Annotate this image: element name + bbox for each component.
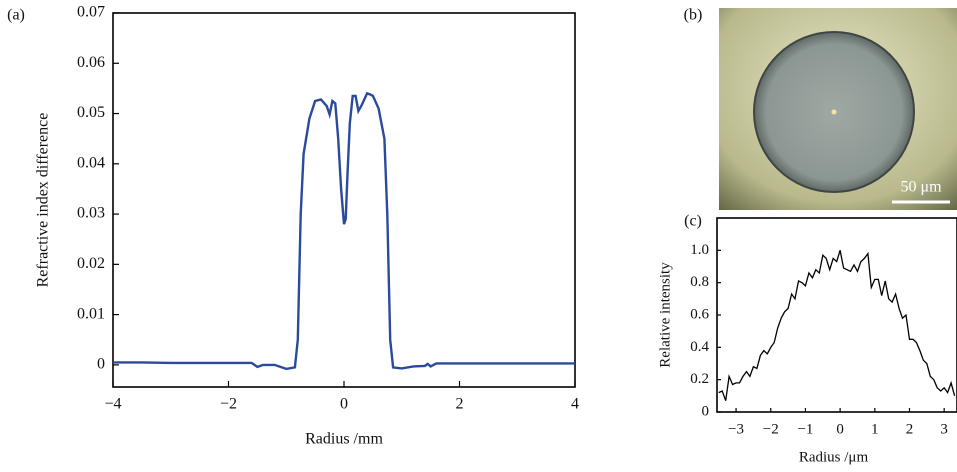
micrograph: 50 μm (719, 8, 957, 210)
x-axis-label: Radius /mm (305, 431, 383, 448)
y-tick-label: 0.02 (77, 255, 105, 272)
data-line (113, 91, 575, 371)
x-tick-label: 3 (940, 421, 948, 437)
y-tick-label: 0.8 (690, 274, 709, 290)
x-tick-label: −2 (763, 421, 779, 437)
y-tick-label: 0.04 (77, 154, 105, 171)
x-tick-label: 4 (571, 396, 579, 413)
fiber-core (831, 109, 837, 115)
y-tick-label: 0.2 (690, 371, 709, 387)
data-line (718, 250, 956, 401)
y-tick-label: 0.01 (77, 305, 105, 322)
panel-label: (b) (684, 7, 703, 24)
x-tick-label: −3 (728, 421, 744, 437)
x-tick-label: 0 (340, 396, 348, 413)
panel-label: (c) (684, 213, 702, 230)
y-tick-label: 0.06 (77, 54, 105, 71)
plot-frame (716, 217, 957, 413)
y-tick-label: 0.4 (690, 339, 709, 355)
x-tick-label: −1 (797, 421, 813, 437)
x-tick-label: 2 (456, 396, 464, 413)
panel-label: (a) (7, 7, 25, 24)
x-tick-label: 0 (836, 421, 844, 437)
plot-frame (112, 12, 576, 388)
x-tick-label: −4 (104, 396, 121, 413)
y-tick-label: 1.0 (690, 242, 709, 258)
x-tick-label: 1 (871, 421, 879, 437)
y-tick-label: 0.07 (77, 4, 105, 21)
scale-bar-label: 50 μm (900, 179, 942, 196)
y-tick-label: 0 (702, 403, 710, 419)
x-tick-label: −2 (220, 396, 237, 413)
y-tick-label: 0.03 (77, 205, 105, 222)
x-axis-label: Radius /μm (799, 449, 869, 465)
y-axis-label: Relative intensity (657, 262, 673, 368)
y-tick-label: 0 (97, 356, 105, 373)
x-tick-label: 2 (906, 421, 914, 437)
y-tick-label: 0.6 (690, 306, 709, 322)
y-tick-label: 0.05 (77, 104, 105, 121)
y-axis-label: Refractive index difference (35, 113, 52, 288)
